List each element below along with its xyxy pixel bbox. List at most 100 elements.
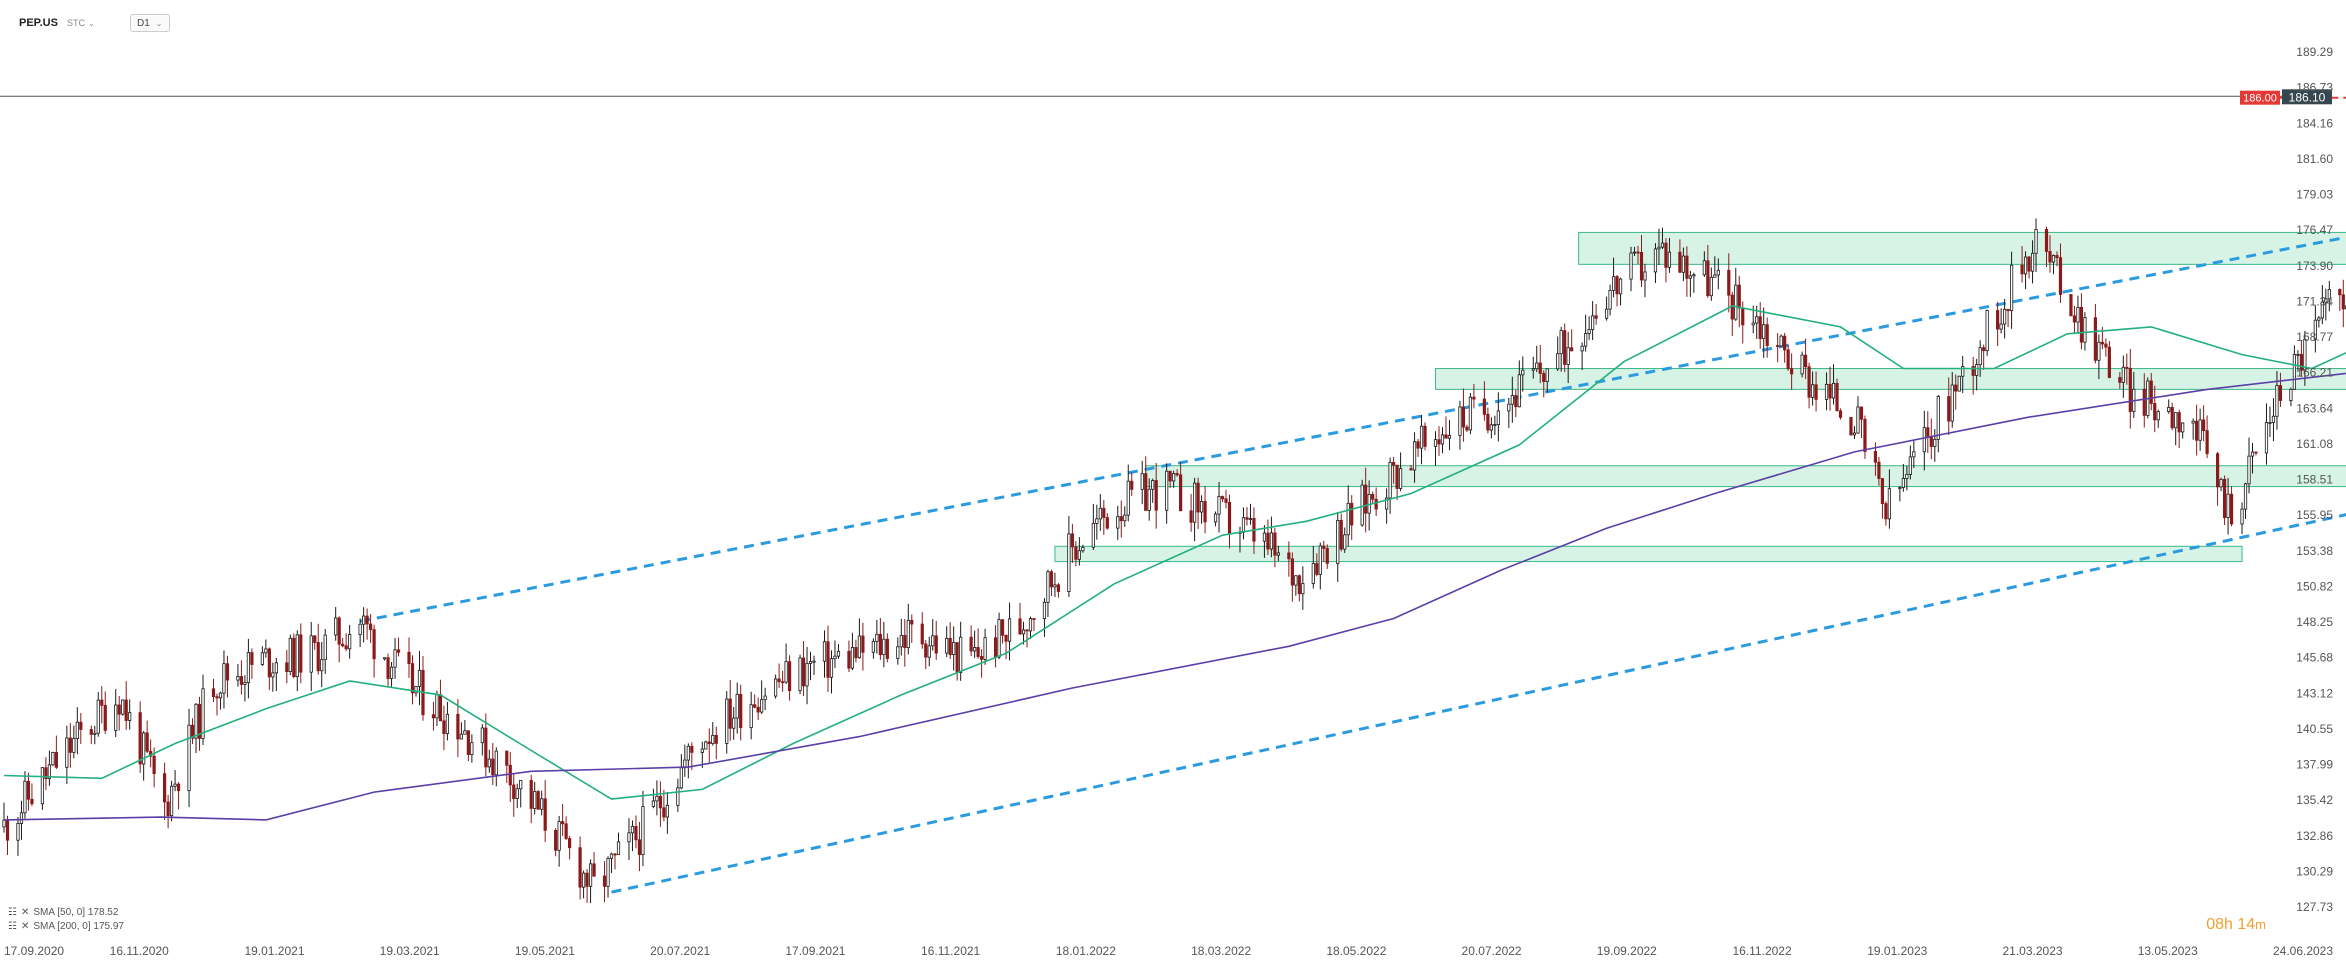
resistance-level-tag: [2240, 90, 2280, 105]
candle-body: [1835, 382, 1839, 412]
candle-body: [166, 801, 170, 817]
candle-body: [1350, 502, 1354, 526]
candle-body: [1067, 533, 1071, 592]
candle-body: [1521, 369, 1525, 376]
candle-body: [602, 875, 607, 887]
candle-body: [756, 706, 760, 713]
candle-body: [2268, 422, 2272, 424]
candle-body: [1433, 439, 1438, 447]
candle-body: [578, 847, 582, 888]
axes-layer: 189.29 186.73 184.16 181.60 179.03 176.47 173.…: [4, 45, 2333, 958]
candle-body: [812, 660, 816, 663]
candle-body: [763, 695, 767, 701]
legend-sma50[interactable]: ☷ ✕ SMA [50, 0] 178.52: [8, 907, 118, 918]
candle-body: [1468, 396, 1473, 431]
candle-body: [1297, 575, 1301, 595]
candle-body: [899, 635, 903, 648]
candle-body: [1070, 533, 1074, 548]
close-icon[interactable]: ✕: [20, 907, 30, 918]
candle-body: [44, 767, 48, 779]
candle-body: [1542, 373, 1546, 382]
candle-body: [836, 650, 841, 657]
candle-body: [124, 699, 128, 721]
candle-body: [2324, 298, 2328, 303]
sma-layer: [3, 305, 2346, 821]
candle-body: [1021, 629, 1026, 635]
candle-body: [1315, 563, 1319, 575]
candle-body: [1385, 497, 1389, 510]
candle-body: [1901, 478, 1905, 488]
candle-body: [1716, 269, 1720, 276]
candle-timer: 08h 14m: [2206, 916, 2266, 934]
y-tick-label: 135.42: [2296, 793, 2333, 807]
candle-body: [1517, 374, 1521, 408]
candle-body: [2177, 412, 2181, 433]
settings-icon[interactable]: ☷: [8, 921, 17, 932]
y-tick-label: 137.99: [2296, 758, 2333, 772]
candle-body: [348, 634, 352, 650]
candle-body: [934, 635, 938, 654]
candle-body: [190, 724, 195, 739]
timeframe-select[interactable]: D1 ⌄: [130, 14, 170, 32]
candle-body: [1594, 315, 1598, 319]
candle-body: [2205, 430, 2209, 455]
candle-body: [2069, 294, 2073, 317]
candle-body: [1831, 382, 1836, 399]
candle-body: [1262, 532, 1267, 542]
chevron-down-icon[interactable]: ⌄: [88, 18, 95, 28]
candle-body: [2191, 420, 2195, 424]
candle-body: [2030, 252, 2035, 272]
candle-body: [1346, 502, 1350, 536]
candle-body: [906, 619, 910, 648]
candle-body: [410, 663, 415, 694]
candle-body: [983, 637, 987, 660]
levels-layer: 186.00 186.10: [0, 89, 2346, 105]
candle-body: [1007, 618, 1012, 642]
y-tick-label: 163.64: [2296, 401, 2333, 415]
candle-body: [1189, 510, 1193, 523]
candle-body: [386, 657, 390, 679]
candle-body: [588, 863, 593, 887]
candle-body: [2149, 380, 2153, 404]
candle-body: [271, 672, 275, 678]
candle-body: [491, 758, 495, 776]
candle-body: [2051, 255, 2056, 263]
candle-body: [456, 713, 460, 740]
candle-body: [1147, 488, 1151, 511]
settings-icon[interactable]: ☷: [8, 907, 17, 918]
candle-body: [1077, 550, 1081, 560]
candle-body: [1343, 534, 1347, 550]
candle-body: [662, 807, 666, 818]
candle-body: [801, 657, 806, 687]
symbol-label[interactable]: PEP.US: [19, 17, 58, 29]
candle-body: [1294, 575, 1298, 586]
candle-body: [1175, 473, 1179, 476]
candle-body: [215, 696, 219, 699]
candle-body: [1179, 474, 1183, 512]
candle-body: [798, 657, 802, 692]
candle-body: [169, 785, 174, 817]
candle-body: [1636, 251, 1640, 254]
candle-body: [1046, 571, 1050, 603]
candle-body: [389, 666, 394, 679]
candle-body: [1814, 384, 1818, 400]
candle-body: [1409, 468, 1413, 471]
candle-body: [630, 825, 635, 834]
support-zone: [1578, 231, 2346, 265]
candle-body: [665, 804, 669, 818]
candle-body: [1028, 618, 1033, 632]
candle-body: [1165, 470, 1169, 511]
candle-body: [676, 787, 680, 806]
candle-body: [568, 838, 572, 849]
candle-body: [1116, 516, 1120, 529]
close-icon[interactable]: ✕: [20, 921, 30, 932]
candle-body: [1884, 503, 1888, 520]
candle-body: [2195, 420, 2199, 441]
x-tick-label: 19.09.2022: [1597, 944, 1657, 958]
legend-sma200[interactable]: ☷ ✕ SMA [200, 0] 175.97: [8, 921, 124, 932]
candle-body: [1196, 482, 1200, 513]
candle-body: [372, 629, 376, 660]
candle-body: [2247, 455, 2251, 485]
x-tick-label: 17.09.2021: [785, 944, 845, 958]
